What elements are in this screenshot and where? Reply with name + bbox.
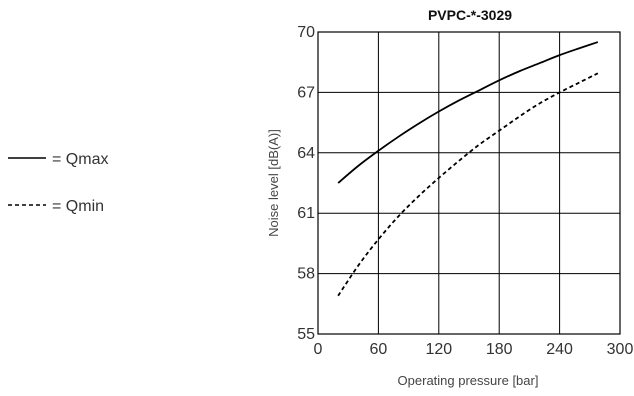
series-line-qmax [337,41,599,184]
y-tick-label: 61 [297,205,315,222]
y-tick-label: 55 [297,326,315,343]
grid [318,32,620,334]
y-tick-label: 58 [297,266,315,283]
y-tick-labels: 55 58 61 64 67 70 [297,24,315,343]
y-tick-label: 70 [297,24,315,41]
x-tick-labels: 0 60 120 180 240 300 [314,341,634,358]
legend: = Qmax = Qmin [8,151,108,215]
x-tick-label: 300 [607,341,634,358]
x-axis-label: Operating pressure [bar] [398,373,539,388]
chart-title: PVPC-*-3029 [428,7,512,23]
x-tick-label: 60 [370,341,388,358]
x-tick-label: 0 [314,341,323,358]
series-line-qmin [337,72,599,297]
series-lines [337,41,599,297]
y-tick-label: 64 [297,145,315,162]
plot-frame [317,31,621,335]
y-tick-label: 67 [297,84,315,101]
x-tick-label: 240 [546,341,573,358]
x-tick-label: 120 [425,341,452,358]
legend-label-qmin: = Qmin [52,198,104,215]
legend-label-qmax: = Qmax [52,151,108,168]
x-tick-label: 180 [486,341,513,358]
y-axis-label: Noise level [dB(A)] [266,129,281,237]
